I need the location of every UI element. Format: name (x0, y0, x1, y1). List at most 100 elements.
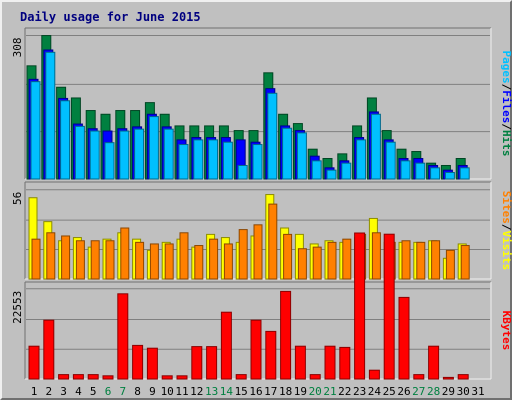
x-tick-label-day-8: 8 (134, 385, 141, 398)
bar-sites-day-8 (135, 241, 145, 280)
bar-sites-day-5 (90, 240, 100, 280)
chart-title: Daily usage for June 2015 (20, 10, 201, 24)
bar-sites-day-7 (120, 227, 130, 280)
bar-sites-day-21 (327, 241, 337, 280)
bar-pages-day-2 (45, 51, 56, 180)
bar-sites-day-15 (238, 229, 248, 280)
bar-pages-day-15 (237, 164, 248, 180)
x-tick-label-day-27: 27 (412, 385, 425, 398)
x-tick-label-day-4: 4 (75, 385, 82, 398)
bar-sites-day-24 (371, 232, 381, 280)
bar-kbytes-day-14 (220, 311, 232, 380)
bar-pages-day-6 (104, 142, 115, 180)
x-tick-label-day-18: 18 (279, 385, 292, 398)
bar-sites-day-19 (297, 248, 307, 280)
bar-pages-day-18 (282, 127, 293, 180)
bar-sites-day-1 (31, 238, 41, 280)
bar-sites-day-27 (416, 241, 426, 280)
bar-kbytes-day-15 (235, 374, 247, 380)
x-tick-label-day-5: 5 (90, 385, 97, 398)
bar-pages-day-7 (119, 130, 130, 180)
bar-sites-day-9 (149, 243, 159, 280)
bar-sites-day-29 (445, 249, 455, 280)
bar-sites-day-12 (194, 245, 204, 280)
bar-pages-day-13 (208, 139, 219, 180)
bar-sites-day-28 (431, 240, 441, 280)
x-tick-label-day-3: 3 (60, 385, 67, 398)
bar-kbytes-day-19 (294, 345, 306, 380)
legend-separator: / (500, 224, 512, 231)
series-legend: Pages/Files/Hits (500, 51, 512, 157)
x-tick-label-day-17: 17 (264, 385, 277, 398)
bar-pages-day-26 (400, 160, 411, 180)
x-tick-label-day-24: 24 (368, 385, 382, 398)
bar-kbytes-day-6 (102, 375, 114, 380)
bar-pages-day-1 (30, 81, 41, 180)
x-tick-label-day-14: 14 (220, 385, 234, 398)
legend-label-sites: Sites (500, 191, 512, 224)
bar-kbytes-day-23 (354, 232, 366, 380)
bar-kbytes-day-27 (413, 374, 425, 380)
bar-kbytes-day-22 (339, 346, 351, 380)
x-tick-label-day-2: 2 (45, 385, 52, 398)
x-tick-label-day-1: 1 (31, 385, 38, 398)
bar-kbytes-day-30 (457, 374, 469, 380)
bar-sites-day-13 (209, 238, 219, 280)
bar-kbytes-day-29 (442, 376, 454, 380)
bar-pages-day-4 (74, 125, 85, 180)
x-tick-label-day-28: 28 (427, 385, 440, 398)
bar-kbytes-day-18 (280, 290, 292, 380)
x-tick-label-day-7: 7 (119, 385, 126, 398)
x-tick-label-day-13: 13 (205, 385, 218, 398)
legend-label-hits: Hits (500, 130, 512, 157)
x-tick-label-day-12: 12 (190, 385, 203, 398)
x-tick-label-day-29: 29 (442, 385, 455, 398)
bar-kbytes-day-25 (383, 233, 395, 380)
bar-sites-day-11 (179, 232, 189, 280)
x-tick-label-day-31: 31 (471, 385, 484, 398)
bar-sites-day-3 (61, 235, 71, 280)
bar-pages-day-19 (296, 132, 307, 180)
legend-separator: / (500, 84, 512, 91)
bar-pages-day-27 (415, 162, 426, 180)
bar-kbytes-day-13 (206, 346, 218, 380)
bar-sites-day-26 (401, 240, 411, 280)
bar-kbytes-day-17 (265, 330, 277, 380)
bar-pages-day-17 (267, 92, 278, 180)
bar-pages-day-11 (178, 144, 189, 180)
bar-pages-day-14 (222, 141, 233, 180)
x-tick-label-day-20: 20 (309, 385, 322, 398)
legend-separator: / (500, 123, 512, 130)
bar-sites-day-17 (268, 203, 278, 280)
bar-pages-day-22 (341, 162, 352, 180)
bar-pages-day-21 (326, 169, 337, 180)
bar-kbytes-day-3 (58, 374, 70, 380)
bar-sites-day-6 (105, 240, 115, 280)
series-legend: KBytes (500, 311, 512, 351)
bar-sites-day-20 (312, 246, 322, 280)
x-tick-label-day-11: 11 (175, 385, 188, 398)
bar-kbytes-day-4 (72, 374, 84, 380)
bar-pages-day-20 (311, 160, 322, 180)
ymax-tick-label: 56 (11, 192, 24, 205)
bar-pages-day-28 (430, 167, 441, 180)
ymax-tick-label: 22553 (11, 291, 24, 324)
panel-hits-files-pages: 308 Pages/Files/Hits (11, 27, 512, 180)
x-tick-label-day-9: 9 (149, 385, 156, 398)
bar-kbytes-day-21 (324, 345, 336, 380)
x-tick-label-day-25: 25 (383, 385, 396, 398)
bar-kbytes-day-5 (87, 374, 99, 380)
x-tick-label-day-15: 15 (235, 385, 248, 398)
bar-kbytes-day-9 (146, 347, 158, 380)
bar-pages-day-29 (444, 171, 455, 180)
legend-label-files: Files (500, 90, 512, 123)
ymax-tick-label: 308 (11, 38, 24, 58)
bar-kbytes-day-8 (132, 344, 144, 380)
x-tick-label-day-19: 19 (294, 385, 307, 398)
bar-kbytes-day-28 (428, 345, 440, 380)
bar-sites-day-2 (46, 232, 56, 280)
bar-pages-day-12 (193, 139, 204, 180)
bar-pages-day-25 (385, 141, 396, 180)
